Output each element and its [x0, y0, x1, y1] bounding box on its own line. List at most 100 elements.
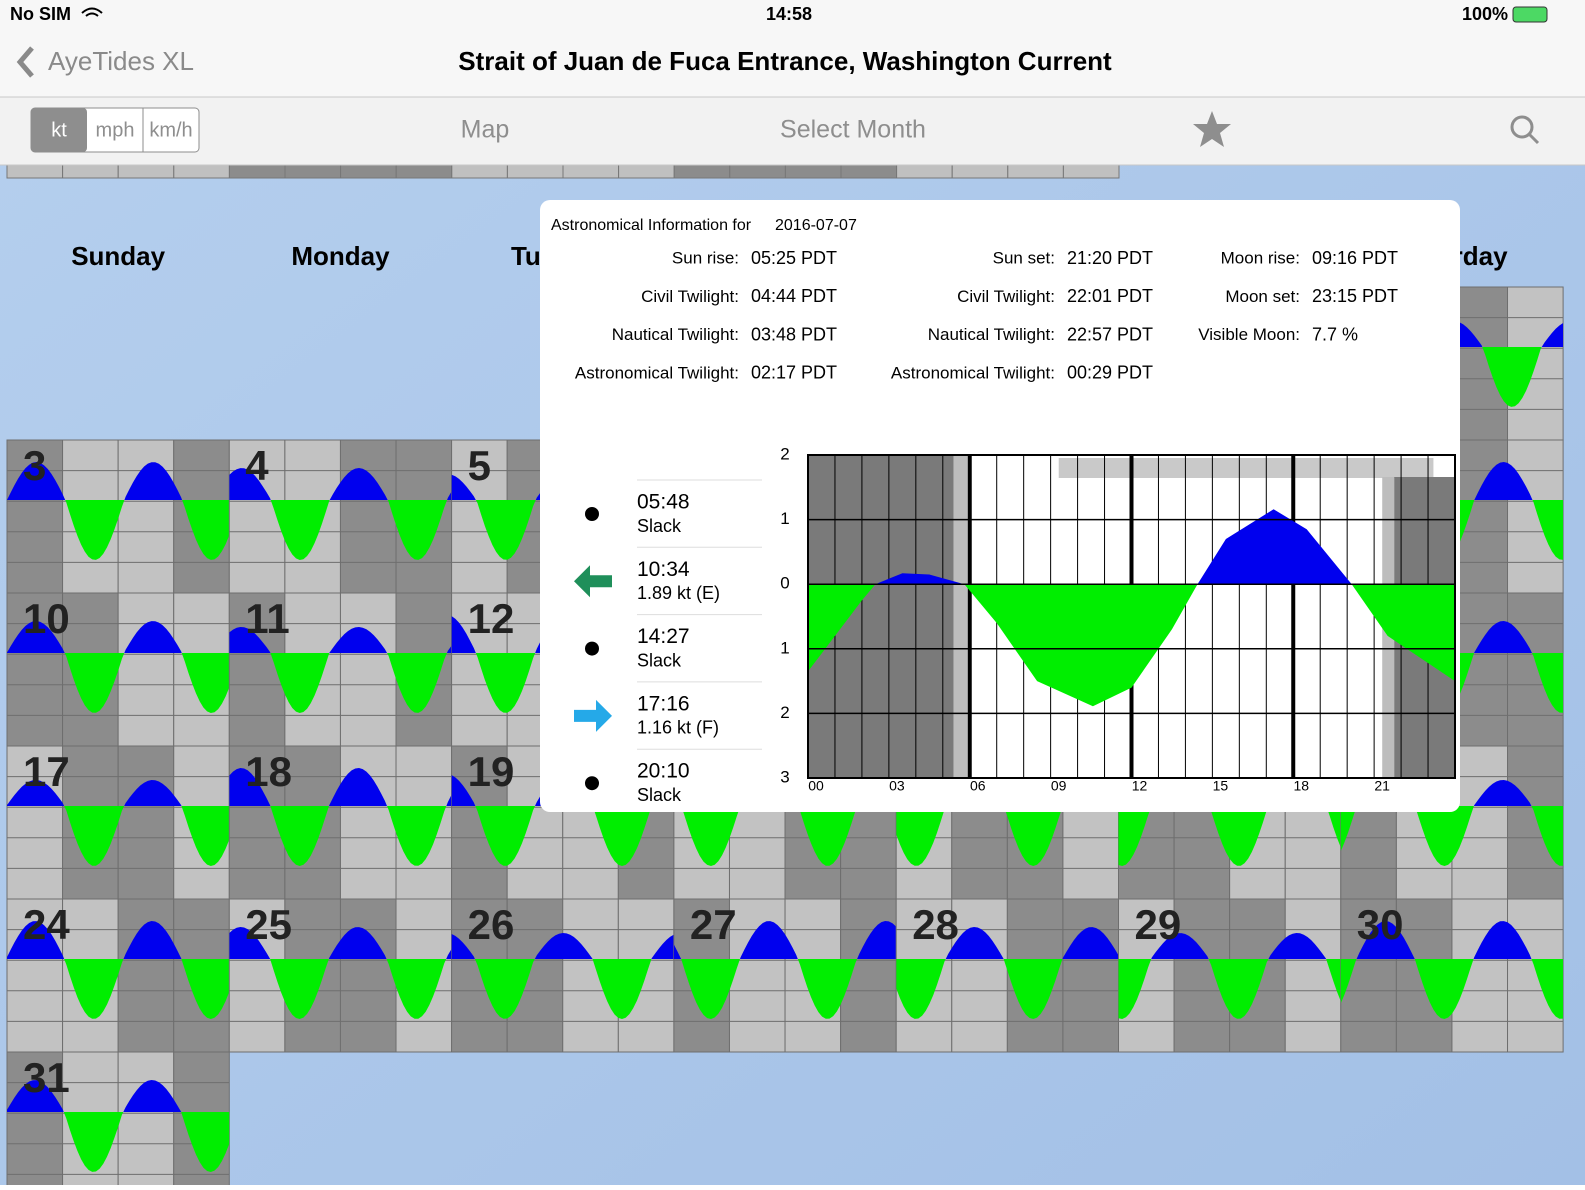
cell-tide-flood	[673, 921, 897, 959]
cell-tide-ebb	[7, 653, 230, 713]
wifi-icon	[81, 7, 103, 17]
cell-tide-ebb	[673, 806, 897, 866]
info-value: 02:17 PDT	[751, 363, 837, 383]
x-tick-label: 03	[889, 778, 905, 794]
select-month-button[interactable]: Select Month	[780, 116, 926, 144]
info-label: Sun rise:	[672, 248, 739, 267]
info-label: Nautical Twilight:	[612, 325, 739, 344]
cell-strip	[451, 164, 508, 179]
cell-strip	[840, 164, 898, 179]
astronomical-popup: Astronomical Information for 2016-07-07 …	[540, 200, 1460, 812]
info-label: Civil Twilight:	[641, 287, 739, 306]
day-number: 3	[23, 442, 46, 489]
cell-strip	[284, 164, 342, 179]
info-label: Moon set:	[1225, 287, 1300, 306]
battery-icon	[1512, 6, 1548, 23]
cell-strip	[1007, 164, 1064, 179]
cell-tide-ebb	[229, 806, 452, 866]
event-time: 10:34	[637, 558, 690, 581]
info-value: 04:44 PDT	[751, 286, 837, 306]
cell-shade	[1062, 898, 1120, 1053]
cell-strip	[506, 164, 564, 179]
cell-tide-flood	[7, 1080, 230, 1112]
cell-tide-flood	[7, 921, 230, 959]
cell-strip	[729, 164, 786, 179]
day-number: 11	[245, 595, 289, 642]
battery-level: 100%	[1462, 4, 1508, 24]
cell-strip	[673, 164, 731, 179]
event-time: 05:48	[637, 491, 690, 514]
unit-option[interactable]: km/h	[149, 119, 192, 141]
info-value: 00:29 PDT	[1067, 363, 1153, 383]
cell-shade	[117, 745, 175, 900]
favorite-button[interactable]	[1193, 111, 1231, 147]
x-tick-label: 12	[1132, 778, 1148, 794]
cell-tide-ebb	[673, 959, 897, 1019]
day-number: 12	[468, 595, 515, 642]
unit-selected	[31, 108, 87, 152]
cell-tide-ebb	[1340, 959, 1564, 1019]
ebb-area	[808, 584, 1455, 707]
cell-shade	[117, 1051, 175, 1190]
x-tick-label: 15	[1213, 778, 1229, 794]
search-button[interactable]	[1510, 115, 1540, 145]
info-label: Visible Moon:	[1198, 325, 1300, 344]
info-value: 03:48 PDT	[751, 324, 837, 344]
cell-strip	[117, 164, 175, 179]
unit-option[interactable]: kt	[51, 119, 67, 141]
cell-tide-flood	[229, 768, 452, 806]
event-description: Slack	[637, 785, 682, 805]
cell-shade	[228, 439, 286, 594]
cell-tide-flood	[451, 933, 674, 959]
day-number: 17	[23, 748, 70, 795]
info-label: Astronomical Twilight:	[575, 363, 739, 382]
cell-tide-flood	[7, 780, 230, 806]
cell-shade	[339, 898, 397, 1053]
x-tick-label: 18	[1293, 778, 1309, 794]
y-tick-label: 1	[780, 509, 789, 528]
cell-tide-ebb	[451, 959, 674, 1019]
event-description: 1.16 kt (F)	[637, 718, 719, 738]
event-time: 20:10	[637, 760, 690, 783]
toolbar	[0, 97, 1585, 165]
cell-tide-flood	[229, 927, 452, 959]
x-tick-label: 06	[970, 778, 986, 794]
cell-tide-ebb	[1118, 959, 1341, 1019]
cell-shade	[6, 592, 64, 747]
moon-bar	[1058, 458, 1434, 478]
day-number: 31	[23, 1054, 70, 1101]
ebb-arrow	[574, 565, 612, 598]
x-tick-label: 21	[1374, 778, 1390, 794]
cell-strip	[784, 164, 842, 179]
day-number: 10	[23, 595, 70, 642]
cell-tide-ebb	[7, 1112, 230, 1172]
cell-tide-ebb	[7, 500, 230, 560]
weekday: Sunday	[71, 241, 165, 271]
info-label: Nautical Twilight:	[928, 325, 1055, 344]
cell-strip	[896, 164, 953, 179]
cell-tide-ebb	[229, 653, 452, 713]
cell-strip	[951, 164, 1009, 179]
cell-tide-ebb	[229, 959, 452, 1019]
popup-panel	[540, 200, 1460, 812]
cell-strip	[340, 164, 397, 179]
info-value: 23:15 PDT	[1312, 286, 1398, 306]
info-label: Civil Twilight:	[957, 287, 1055, 306]
cell-tide-flood	[896, 927, 1119, 959]
y-tick-label: 3	[780, 767, 789, 786]
map-button[interactable]: Map	[461, 116, 510, 144]
unit-option[interactable]: mph	[96, 119, 135, 141]
cell-shade	[339, 745, 397, 900]
y-tick-label: 1	[780, 638, 789, 657]
cell-tide-flood	[229, 627, 452, 653]
event-description: Slack	[637, 650, 682, 670]
back-button[interactable]: AyeTides XL	[48, 46, 194, 76]
y-tick-label: 0	[780, 574, 789, 593]
cell-strip	[228, 164, 286, 179]
weekday: Monday	[291, 241, 390, 271]
cell-strip	[6, 164, 64, 179]
cell-shade	[117, 592, 175, 747]
cell-tide-ebb	[896, 959, 1119, 1019]
event-description: Slack	[637, 516, 682, 536]
back-chevron[interactable]	[16, 46, 34, 78]
